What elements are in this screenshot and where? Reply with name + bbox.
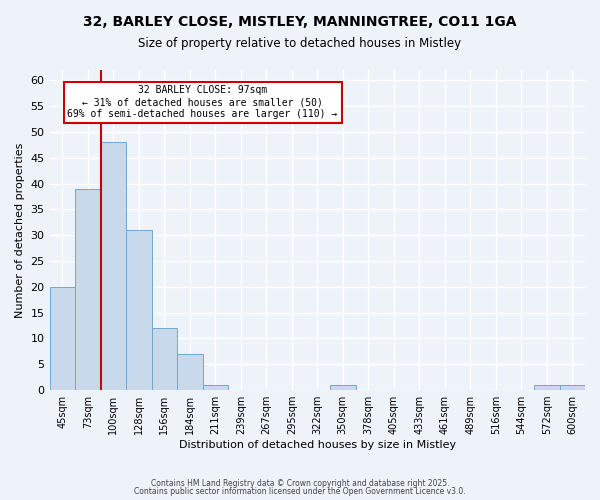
Text: 32 BARLEY CLOSE: 97sqm
← 31% of detached houses are smaller (50)
69% of semi-det: 32 BARLEY CLOSE: 97sqm ← 31% of detached… [67, 86, 338, 118]
Bar [101, 142, 126, 390]
Text: Size of property relative to detached houses in Mistley: Size of property relative to detached ho… [139, 38, 461, 51]
Bar [126, 230, 152, 390]
Y-axis label: Number of detached properties: Number of detached properties [15, 142, 25, 318]
Bar [50, 287, 75, 390]
X-axis label: Distribution of detached houses by size in Mistley: Distribution of detached houses by size … [179, 440, 456, 450]
Bar [75, 188, 101, 390]
Bar [203, 385, 228, 390]
Bar [534, 385, 560, 390]
Bar [152, 328, 177, 390]
Text: 32, BARLEY CLOSE, MISTLEY, MANNINGTREE, CO11 1GA: 32, BARLEY CLOSE, MISTLEY, MANNINGTREE, … [83, 15, 517, 29]
Text: Contains HM Land Registry data © Crown copyright and database right 2025.: Contains HM Land Registry data © Crown c… [151, 478, 449, 488]
Text: Contains public sector information licensed under the Open Government Licence v3: Contains public sector information licen… [134, 488, 466, 496]
Bar [560, 385, 585, 390]
Bar [177, 354, 203, 390]
Bar [330, 385, 356, 390]
